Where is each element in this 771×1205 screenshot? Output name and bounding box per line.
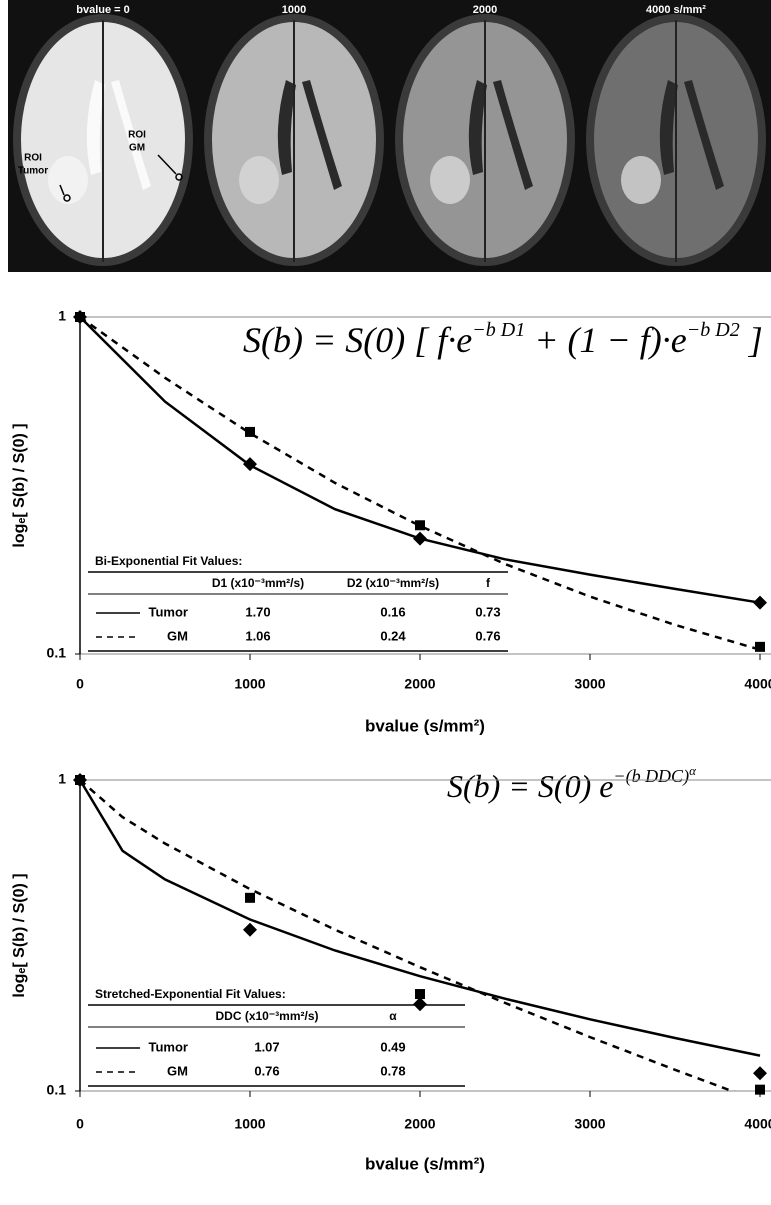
eq-part: ] — [740, 320, 763, 360]
fit-line — [80, 780, 760, 1056]
marker-square — [755, 642, 765, 652]
y-tick-label: 0.1 — [47, 1082, 67, 1098]
equation: S(b) = S(0) e−(b DDC)α — [447, 763, 697, 804]
table-header: D2 (x10⁻³mm²/s) — [347, 576, 439, 590]
table-cell: 1.07 — [254, 1039, 279, 1054]
x-tick-label: 3000 — [574, 676, 605, 692]
panel-label: bvalue = 0 — [76, 4, 130, 16]
marker-diamond — [753, 1066, 767, 1080]
page: bvalue = 0 1000 2000 4000 s/mm² ROI Tumor ROI G… — [0, 0, 771, 1205]
fit-line — [80, 317, 760, 650]
table-header: α — [389, 1009, 397, 1023]
marker-square — [75, 775, 85, 785]
marker-diamond — [413, 532, 427, 546]
mri-panels: bvalue = 0 1000 2000 4000 s/mm² ROI Tumor ROI G… — [8, 0, 771, 272]
table-cell: 0.49 — [380, 1039, 405, 1054]
legend-label: GM — [167, 628, 188, 643]
marker-square — [415, 989, 425, 999]
marker-square — [415, 520, 425, 530]
lesion — [48, 156, 88, 204]
eq-part: −(b DDC) — [613, 766, 689, 787]
y-axis-label: logₑ[ S(b) / S(0) ] — [11, 873, 28, 997]
eq-part: S(b) = S(0) [ f·e — [243, 320, 472, 360]
marker-diamond — [243, 923, 257, 937]
legend-label: Tumor — [149, 604, 188, 619]
y-tick-label: 1 — [58, 308, 66, 324]
marker-diamond — [753, 596, 767, 610]
table-header: f — [486, 576, 491, 590]
panel-label: 2000 — [473, 4, 497, 16]
legend-label: Tumor — [149, 1039, 188, 1054]
table-cell: 0.73 — [475, 604, 500, 619]
panel-label: 4000 s/mm² — [646, 4, 706, 16]
table-cell: 0.16 — [380, 604, 405, 619]
figure: bvalue = 0 1000 2000 4000 s/mm² ROI Tumor ROI G… — [0, 0, 771, 1205]
table-header: D1 (x10⁻³mm²/s) — [212, 576, 304, 590]
x-axis-label: bvalue (s/mm²) — [365, 716, 485, 735]
legend-label: GM — [167, 1063, 188, 1078]
lesion — [430, 156, 470, 204]
x-tick-label: 1000 — [234, 1116, 265, 1132]
y-axis-label: logₑ[ S(b) / S(0) ] — [11, 423, 28, 547]
table-cell: 1.06 — [245, 628, 270, 643]
lesion — [239, 156, 279, 204]
x-tick-label: 4000 — [744, 676, 771, 692]
roi-label: ROI — [24, 153, 42, 164]
table-cell: 1.70 — [245, 604, 270, 619]
table-cell: 0.78 — [380, 1063, 405, 1078]
marker-square — [245, 427, 255, 437]
roi-label: Tumor — [18, 166, 48, 177]
panel-label: 1000 — [282, 4, 306, 16]
x-tick-label: 4000 — [744, 1116, 771, 1132]
x-tick-label: 2000 — [404, 1116, 435, 1132]
x-tick-label: 0 — [76, 676, 84, 692]
x-tick-label: 3000 — [574, 1116, 605, 1132]
y-tick-label: 1 — [58, 771, 66, 787]
roi-label: GM — [129, 143, 145, 154]
marker-square — [755, 1085, 765, 1095]
eq-part: α — [689, 763, 697, 778]
table-header: DDC (x10⁻³mm²/s) — [215, 1009, 318, 1023]
table-title: Stretched-Exponential Fit Values: — [95, 987, 286, 1001]
x-tick-label: 0 — [76, 1116, 84, 1132]
lesion — [621, 156, 661, 204]
y-tick-label: 0.1 — [47, 645, 67, 661]
marker-square — [245, 893, 255, 903]
x-tick-label: 1000 — [234, 676, 265, 692]
table-cell: 0.76 — [475, 628, 500, 643]
table-title: Bi-Exponential Fit Values: — [95, 554, 242, 568]
eq-part: −b D2 — [687, 319, 740, 341]
x-tick-label: 2000 — [404, 676, 435, 692]
eq-part: −b D1 — [472, 319, 525, 341]
roi-label: ROI — [128, 130, 146, 141]
marker-square — [75, 312, 85, 322]
table-cell: 0.24 — [380, 628, 406, 643]
eq-part: + (1 − f)·e — [525, 320, 687, 360]
eq-part: S(b) = S(0) e — [447, 768, 613, 804]
equation: S(b) = S(0) [ f·e−b D1 + (1 − f)·e−b D2 … — [243, 319, 763, 360]
table-cell: 0.76 — [254, 1063, 279, 1078]
x-axis-label: bvalue (s/mm²) — [365, 1154, 485, 1173]
